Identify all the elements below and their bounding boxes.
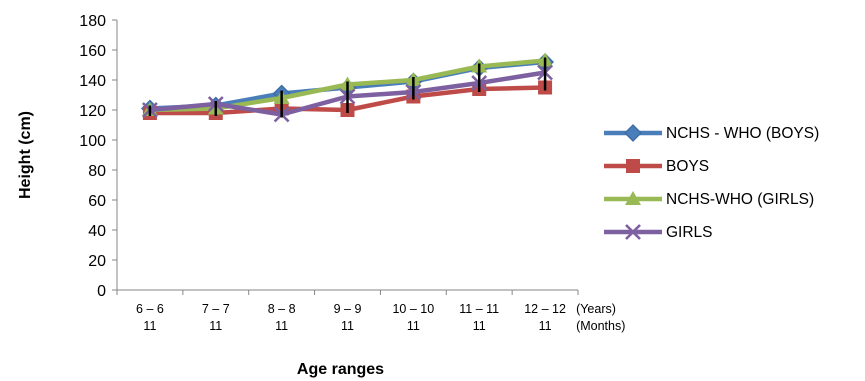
data-point-square xyxy=(626,159,640,173)
legend-label: NCHS-WHO (GIRLS) xyxy=(666,191,814,208)
x-tick-label: 11 xyxy=(209,319,222,333)
y-axis-ticks: 0 20 40 60 80 100 120 140 160 180 xyxy=(79,13,117,300)
y-tick-label: 20 xyxy=(88,253,106,270)
legend-label: GIRLS xyxy=(666,224,713,241)
x-tick-label: 10 – 10 xyxy=(392,302,434,316)
x-tick-label: 11 xyxy=(539,319,552,333)
x-tick-label: 11 – 11 xyxy=(459,302,499,316)
y-tick-label: 80 xyxy=(88,163,106,180)
x-tick-label: 9 – 9 xyxy=(334,302,362,316)
data-point-x xyxy=(625,224,641,240)
y-tick-label: 180 xyxy=(79,13,106,30)
legend-label: NCHS - WHO (BOYS) xyxy=(666,125,819,142)
legend-entry-3: GIRLS xyxy=(604,224,713,241)
x-tick-label: 11 xyxy=(143,319,156,333)
legend-entry-2: NCHS-WHO (GIRLS) xyxy=(604,191,814,208)
x-tick-label: 6 – 6 xyxy=(136,302,164,316)
error-bars xyxy=(148,57,547,118)
x-tick-label: 11 xyxy=(407,319,420,333)
y-tick-label: 160 xyxy=(79,43,106,60)
x-tick-label: 8 – 8 xyxy=(268,302,296,316)
x-unit-label: (Years) xyxy=(576,302,616,316)
x-axis-title: Age ranges xyxy=(297,361,384,378)
y-tick-label: 120 xyxy=(79,103,106,120)
y-tick-label: 0 xyxy=(97,283,106,300)
legend-entry-1: BOYS xyxy=(604,158,709,175)
legend: NCHS - WHO (BOYS) BOYS NCHS-WHO (GIRLS) GIR… xyxy=(604,124,819,241)
x-axis-ticks: 6 – 6 11 7 – 7 11 8 – 8 11 9 – 9 11 10 – 10 11 11 … xyxy=(116,290,625,333)
y-axis-title: Height (cm) xyxy=(17,111,34,199)
x-unit-label: (Months) xyxy=(576,319,625,333)
x-tick-label: 11 xyxy=(341,319,354,333)
data-point-triangle xyxy=(625,191,641,205)
y-tick-label: 60 xyxy=(88,193,106,210)
x-tick-label: 7 – 7 xyxy=(202,302,230,316)
x-tick-label: 11 xyxy=(473,319,486,333)
x-tick-label: 11 xyxy=(275,319,288,333)
x-tick-label: 12 – 12 xyxy=(524,302,566,316)
legend-label: BOYS xyxy=(666,158,709,175)
legend-entry-0: NCHS - WHO (BOYS) xyxy=(604,124,819,142)
y-tick-label: 40 xyxy=(88,223,106,240)
y-tick-label: 140 xyxy=(79,73,106,90)
data-point-diamond xyxy=(624,124,642,142)
y-tick-label: 100 xyxy=(79,133,106,150)
